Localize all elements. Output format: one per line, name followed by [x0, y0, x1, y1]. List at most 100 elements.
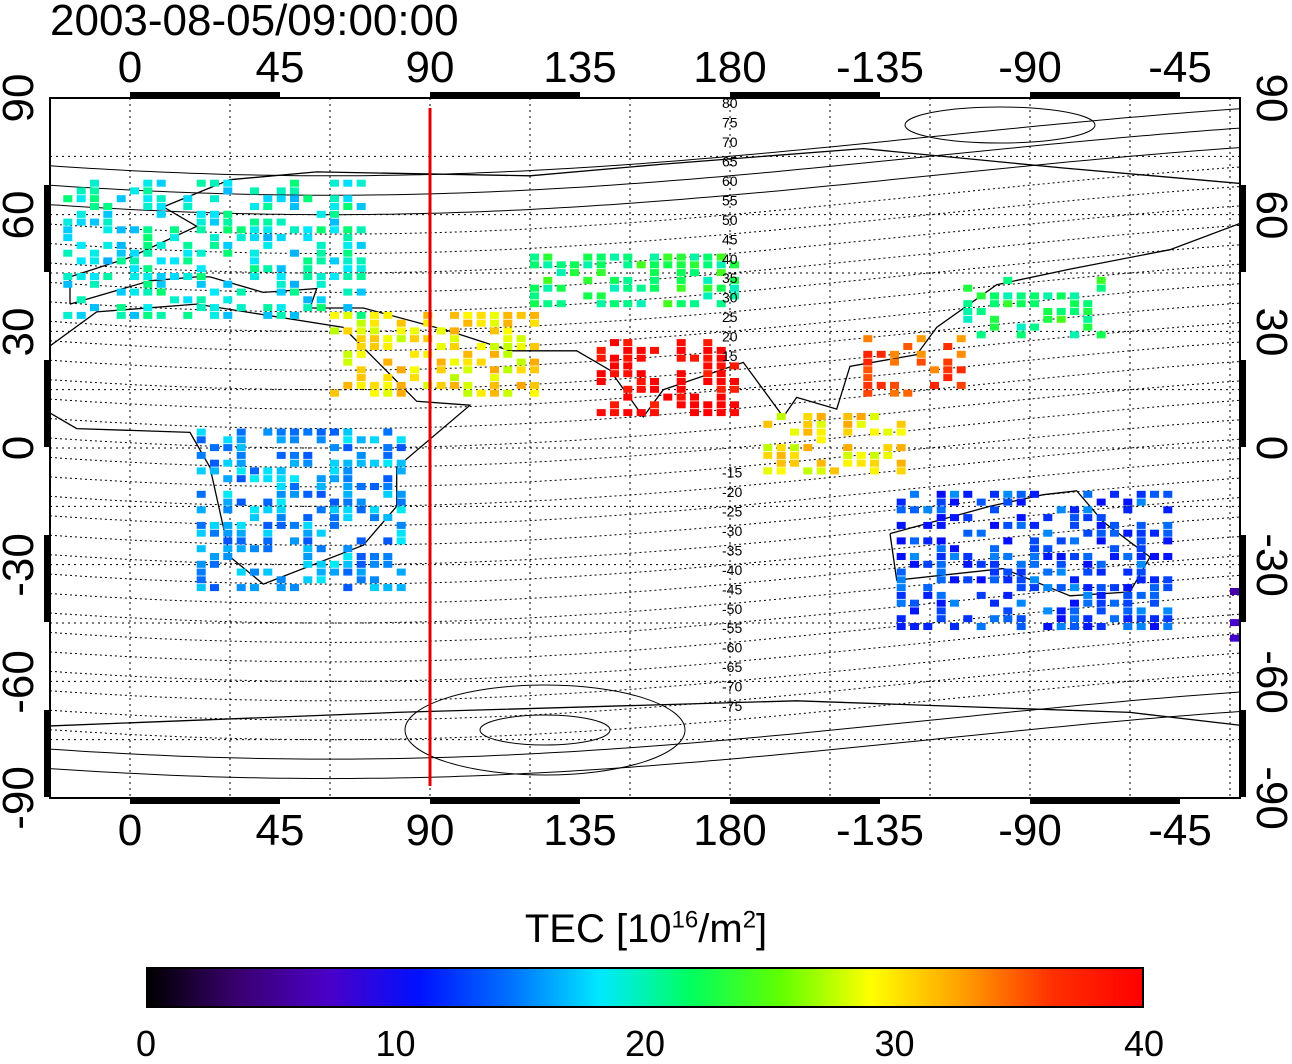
tec-cell [290, 195, 299, 203]
tec-cell [703, 292, 713, 300]
tec-cell [223, 280, 233, 288]
tec-cell [450, 327, 459, 335]
tec-cell [423, 311, 433, 319]
contour-label: -25 [722, 504, 742, 520]
tec-cell [503, 389, 513, 397]
tec-cell [676, 269, 686, 277]
tec-map: 80 75 70 65 60 55 50 45 40 35 30 25 20 15 -15 -20 -25 -30… [0, 43, 1292, 855]
contour-label: -55 [722, 620, 742, 636]
tec-cell [1043, 545, 1053, 553]
tec-cell [63, 249, 73, 257]
tec-cell [896, 521, 906, 529]
tec-cell [196, 506, 206, 514]
tec-cell [663, 300, 673, 308]
x-tick-label: 45 [256, 806, 305, 855]
tec-cell [1070, 514, 1079, 522]
tec-cell [730, 378, 739, 385]
tec-cell [776, 444, 786, 452]
contour-label: 70 [722, 134, 738, 150]
tec-cell [370, 459, 379, 467]
tec-cell [303, 529, 313, 537]
tec-cell [1110, 584, 1119, 592]
tec-cell [1083, 506, 1093, 514]
tec-cell [250, 273, 259, 280]
tec-cell [236, 529, 246, 537]
tec-cell [196, 529, 206, 537]
tec-cell [490, 311, 499, 319]
tec-cell [1083, 553, 1093, 560]
tec-cell [1096, 521, 1106, 529]
tec-cell [950, 490, 959, 498]
contour-line [50, 244, 1240, 313]
tec-cell [623, 253, 633, 261]
contour-label: 75 [722, 115, 738, 131]
tec-cell [1110, 599, 1119, 607]
axis-frame-ticks [44, 92, 1246, 804]
tec-cell [343, 475, 353, 483]
tec-cell [196, 296, 206, 304]
tec-cell [1150, 490, 1159, 498]
tec-cell [436, 343, 446, 350]
y-tick-label: 30 [0, 308, 43, 357]
tec-cell [263, 545, 273, 553]
tec-cell [916, 335, 926, 343]
tec-cell [276, 428, 286, 436]
tec-cell [936, 591, 946, 599]
tec-cell [1016, 576, 1026, 584]
tec-cell [143, 241, 153, 249]
frame-tick-bar [730, 92, 880, 98]
tec-cell [896, 506, 906, 514]
tec-cell [490, 319, 499, 327]
tec-cell [343, 490, 353, 498]
tec-cell [876, 381, 886, 389]
tec-cell [556, 300, 566, 308]
tec-cell [316, 506, 326, 514]
tec-cell [910, 490, 919, 498]
tec-cell [663, 393, 673, 401]
tec-cell [1136, 623, 1146, 630]
tec-cell [610, 401, 619, 409]
tec-cell [223, 436, 233, 444]
tec-cell [1056, 615, 1066, 623]
tec-cell [143, 273, 153, 280]
tec-cell [90, 273, 99, 280]
tec-cell [116, 249, 126, 257]
tec-cell [923, 623, 933, 630]
tec-cell [916, 350, 926, 358]
tec-cell [790, 444, 799, 452]
tec-cell [990, 545, 999, 553]
tec-cell [343, 273, 353, 280]
tec-cell [650, 269, 659, 277]
tec-cell [936, 607, 946, 615]
tec-cell [276, 576, 286, 584]
tec-cell [103, 226, 113, 234]
tec-cell [763, 451, 773, 459]
tec-cell [1030, 584, 1039, 592]
contour-line [50, 166, 1240, 235]
tec-cell [1070, 576, 1079, 584]
tec-cell [843, 451, 853, 459]
y-tick-label: -30 [1247, 533, 1292, 597]
tec-cell [623, 276, 633, 284]
tec-cell [396, 529, 406, 537]
tec-cell [896, 553, 906, 560]
tec-cell [343, 257, 353, 265]
tec-cell [1083, 315, 1093, 323]
tec-cell [223, 210, 233, 218]
tec-cell [1030, 553, 1039, 560]
contour-label: 80 [722, 95, 738, 111]
tec-cell [943, 374, 953, 382]
tec-cell [650, 401, 659, 409]
contour-line [50, 341, 1240, 410]
tec-cell [223, 553, 233, 560]
tec-cell [383, 451, 393, 459]
tec-cell [330, 560, 339, 568]
tec-cell [330, 514, 339, 522]
tec-cell [910, 607, 919, 615]
tec-cell [383, 374, 393, 382]
tec-cell [356, 319, 366, 327]
tec-cell [196, 490, 206, 498]
tec-cell [276, 490, 286, 498]
tec-cell [63, 273, 73, 280]
contour-label: 20 [722, 329, 738, 345]
